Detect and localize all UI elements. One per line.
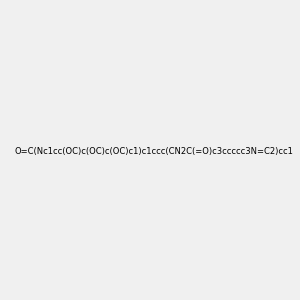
- Text: O=C(Nc1cc(OC)c(OC)c(OC)c1)c1ccc(CN2C(=O)c3ccccc3N=C2)cc1: O=C(Nc1cc(OC)c(OC)c(OC)c1)c1ccc(CN2C(=O)…: [14, 147, 293, 156]
